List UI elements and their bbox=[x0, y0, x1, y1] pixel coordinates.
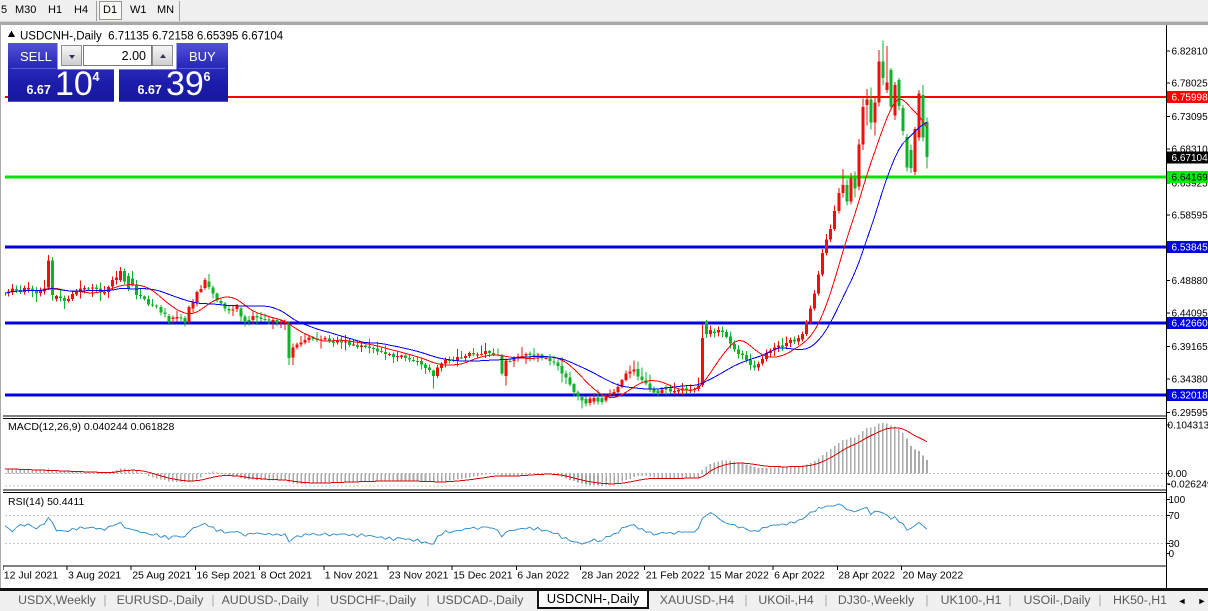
svg-text:15 Dec 2021: 15 Dec 2021 bbox=[453, 570, 513, 582]
svg-text:16 Sep 2021: 16 Sep 2021 bbox=[196, 570, 256, 582]
svg-text:21 Feb 2022: 21 Feb 2022 bbox=[646, 570, 705, 582]
svg-text:6.39165: 6.39165 bbox=[1172, 342, 1208, 353]
svg-text:0.00: 0.00 bbox=[1168, 469, 1188, 480]
svg-text:12 Jul 2021: 12 Jul 2021 bbox=[4, 570, 58, 582]
svg-text:6.73095: 6.73095 bbox=[1172, 112, 1208, 123]
svg-text:6 Jan 2022: 6 Jan 2022 bbox=[517, 570, 569, 582]
svg-text:6.75998: 6.75998 bbox=[1172, 93, 1208, 104]
svg-text:25 Aug 2021: 25 Aug 2021 bbox=[132, 570, 191, 582]
svg-text:70: 70 bbox=[1169, 511, 1181, 522]
svg-text:28 Apr 2022: 28 Apr 2022 bbox=[838, 570, 895, 582]
svg-text:23 Nov 2021: 23 Nov 2021 bbox=[389, 570, 449, 582]
svg-text:6.34380: 6.34380 bbox=[1172, 375, 1208, 386]
svg-text:8 Oct 2021: 8 Oct 2021 bbox=[261, 570, 313, 582]
svg-text:15 Mar 2022: 15 Mar 2022 bbox=[710, 570, 769, 582]
svg-text:6.58595: 6.58595 bbox=[1172, 210, 1208, 221]
svg-text:6.44095: 6.44095 bbox=[1172, 309, 1208, 320]
svg-text:0: 0 bbox=[1169, 549, 1175, 560]
svg-text:3 Aug 2021: 3 Aug 2021 bbox=[68, 570, 121, 582]
svg-text:6.67104: 6.67104 bbox=[1172, 153, 1208, 164]
svg-text:6.63925: 6.63925 bbox=[1172, 179, 1208, 190]
svg-text:1 Nov 2021: 1 Nov 2021 bbox=[325, 570, 379, 582]
svg-text:28 Jan 2022: 28 Jan 2022 bbox=[582, 570, 640, 582]
svg-text:RSI(14) 50.4411: RSI(14) 50.4411 bbox=[8, 496, 84, 508]
svg-text:6.48880: 6.48880 bbox=[1172, 276, 1208, 287]
svg-text:-0.026249: -0.026249 bbox=[1168, 479, 1208, 490]
svg-text:6.68310: 6.68310 bbox=[1172, 145, 1208, 156]
svg-text:6.42660: 6.42660 bbox=[1172, 318, 1208, 329]
svg-text:6.82810: 6.82810 bbox=[1172, 46, 1208, 57]
svg-text:6.53845: 6.53845 bbox=[1172, 243, 1208, 254]
svg-text:MACD(12,26,9) 0.040244 0.06182: MACD(12,26,9) 0.040244 0.061828 bbox=[8, 421, 175, 433]
svg-text:USDCNH-,Daily 6.71135 6.72158: USDCNH-,Daily 6.71135 6.72158 6.65395 6.… bbox=[20, 31, 284, 43]
svg-text:20 May 2022: 20 May 2022 bbox=[903, 570, 964, 582]
svg-text:30: 30 bbox=[1169, 539, 1181, 550]
svg-text:6 Apr 2022: 6 Apr 2022 bbox=[774, 570, 825, 582]
svg-text:100: 100 bbox=[1169, 495, 1186, 506]
svg-text:6.64169: 6.64169 bbox=[1172, 173, 1208, 184]
svg-text:6.29595: 6.29595 bbox=[1172, 408, 1208, 419]
svg-text:6.32018: 6.32018 bbox=[1172, 391, 1208, 402]
svg-text:0.104313: 0.104313 bbox=[1168, 421, 1208, 432]
svg-text:6.78025: 6.78025 bbox=[1172, 79, 1208, 90]
